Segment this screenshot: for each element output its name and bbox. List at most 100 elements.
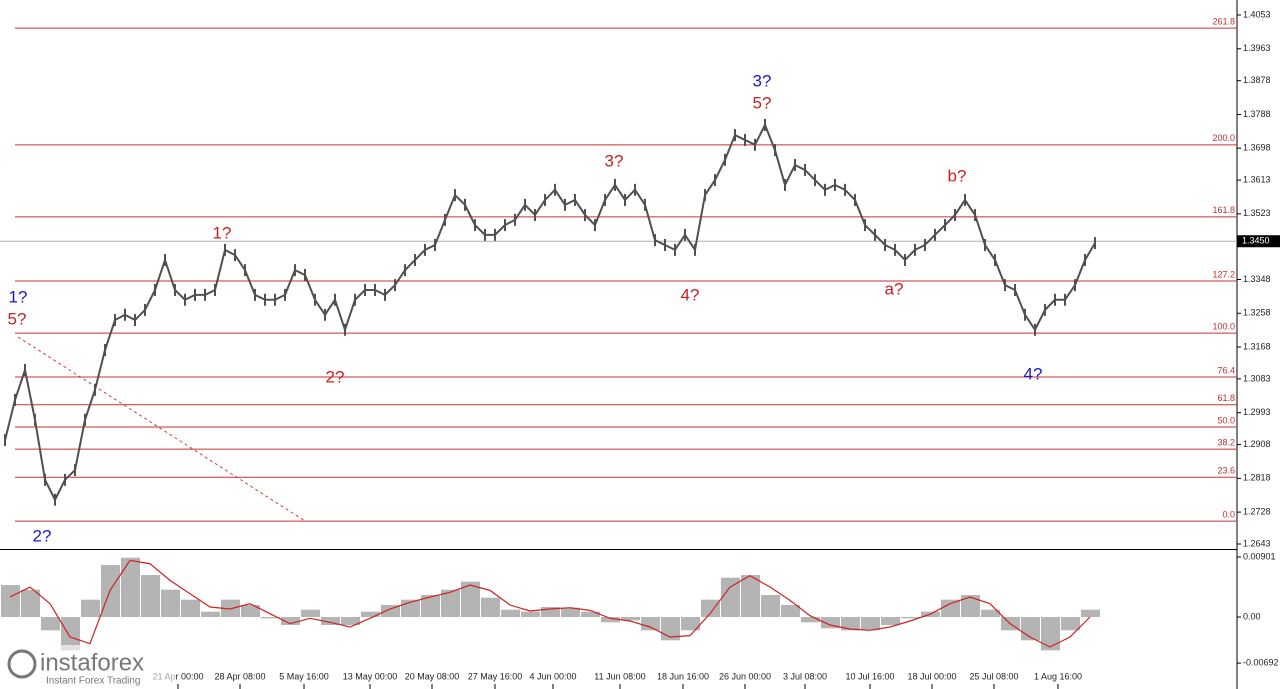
histogram-bar (241, 605, 260, 618)
fib-label: 161.8 (1212, 205, 1235, 215)
y-tick-label: 1.3168 (1243, 341, 1271, 351)
fib-label: 261.8 (1212, 17, 1235, 27)
fib-label: 23.6 (1217, 466, 1235, 476)
histogram-bar (441, 589, 460, 618)
wave-label: 5? (753, 93, 772, 112)
histogram-bar (181, 599, 200, 618)
tagline: Instant Forex Trading (46, 676, 141, 687)
histogram-bar (521, 611, 540, 618)
y-tick-label: 0.00 (1243, 611, 1261, 621)
x-tick-label: 18 Jun 16:00 (657, 671, 709, 681)
y-tick-label: 1.2643 (1243, 538, 1271, 548)
histogram-bar (861, 617, 880, 631)
histogram-bar (421, 595, 440, 618)
wave-label: 3? (605, 151, 624, 170)
wave-label: b? (948, 166, 967, 185)
logo-icon (7, 649, 37, 679)
fib-label: 100.0 (1212, 322, 1235, 332)
wave-label: 4? (1024, 364, 1043, 383)
x-tick-label: 3 Jul 08:00 (783, 671, 827, 681)
histogram-bar (81, 599, 100, 618)
wave-label: 2? (326, 367, 345, 386)
last-price-label: 1.3450 (1242, 236, 1270, 246)
y-tick-label: 1.3258 (1243, 308, 1271, 318)
histogram-bar (961, 595, 980, 618)
fib-label: 61.8 (1217, 393, 1235, 403)
signal-line (9, 559, 1091, 648)
x-tick-label: 5 May 16:00 (279, 671, 329, 681)
histogram-bar (821, 617, 840, 629)
x-tick-label: 13 May 00:00 (343, 671, 398, 681)
x-tick-label: 25 Jul 08:00 (969, 671, 1018, 681)
y-tick-label: 1.3613 (1243, 174, 1271, 184)
histogram-bar (781, 605, 800, 618)
wave-label: 2? (33, 526, 52, 545)
x-tick-label: 4 Jun 00:00 (529, 671, 576, 681)
histogram-bar (381, 605, 400, 618)
wave-label: a? (885, 279, 904, 298)
fib-label: 38.2 (1217, 437, 1235, 447)
wave-label: 1? (213, 223, 232, 242)
y-tick-label: 1.3788 (1243, 109, 1271, 119)
histogram-bar (1, 585, 20, 618)
wave-label: 3? (753, 71, 772, 90)
histogram-bar (601, 617, 620, 623)
histogram-bar (721, 577, 740, 618)
histogram-bar (321, 617, 340, 625)
y-tick-label: 1.3083 (1243, 373, 1271, 383)
y-tick-label: 0.00901 (1243, 551, 1276, 561)
histogram-bar (201, 611, 220, 618)
y-tick-label: 1.3878 (1243, 75, 1271, 85)
histogram-bar (1041, 617, 1060, 651)
last-price-tag (1237, 235, 1280, 248)
fib-label: 76.4 (1217, 365, 1235, 375)
y-tick-label: 1.3348 (1243, 274, 1271, 284)
histogram-bar (161, 589, 180, 618)
histogram-bar (41, 617, 60, 631)
histogram-bar (681, 617, 700, 631)
x-tick-label: 1 Aug 16:00 (1034, 671, 1082, 681)
y-tick-label: 1.2818 (1243, 473, 1271, 483)
histogram-bar (1061, 617, 1080, 631)
fib-label: 127.2 (1212, 269, 1235, 279)
y-tick-label: 1.2993 (1243, 407, 1271, 417)
histogram-bar (901, 617, 920, 619)
histogram-bar (21, 589, 40, 618)
y-tick-label: 1.3963 (1243, 43, 1271, 53)
histogram-bar (281, 617, 300, 625)
histogram-bar (1081, 609, 1100, 618)
fib-label: 200.0 (1212, 133, 1235, 143)
x-tick-label: 28 Apr 08:00 (214, 671, 265, 681)
y-tick-label: 1.3698 (1243, 143, 1271, 153)
x-tick-label: 18 Jul 00:00 (907, 671, 956, 681)
histogram-bar (561, 607, 580, 618)
wave-label: 1? (9, 287, 28, 306)
wave-label: 5? (8, 309, 27, 328)
histogram-bar (701, 599, 720, 618)
watermark: instaforex Instant Forex Trading (0, 645, 176, 689)
histogram-bar (361, 611, 380, 618)
y-tick-label: 1.2908 (1243, 439, 1271, 449)
histogram-bar (581, 611, 600, 618)
y-tick-label: -0.00692 (1243, 657, 1279, 667)
histogram-bar (341, 617, 360, 625)
histogram-bar (741, 575, 760, 618)
x-tick-label: 26 Jun 00:00 (719, 671, 771, 681)
histogram-bar (641, 617, 660, 631)
y-tick-label: 1.4053 (1243, 9, 1271, 19)
histogram-bar (101, 565, 120, 618)
histogram-bar (461, 581, 480, 618)
histogram-bar (261, 617, 280, 619)
histogram-bar (481, 597, 500, 618)
histogram-bar (881, 617, 900, 625)
x-tick-label: 27 May 16:00 (468, 671, 523, 681)
brand: instaforex (40, 649, 144, 676)
x-tick-label: 21 Apr 00:00 (152, 671, 203, 681)
trend-line (17, 336, 306, 522)
x-tick-label: 20 May 08:00 (405, 671, 460, 681)
y-tick-label: 1.3523 (1243, 208, 1271, 218)
histogram-bar (61, 617, 80, 651)
histogram-bar (761, 595, 780, 618)
